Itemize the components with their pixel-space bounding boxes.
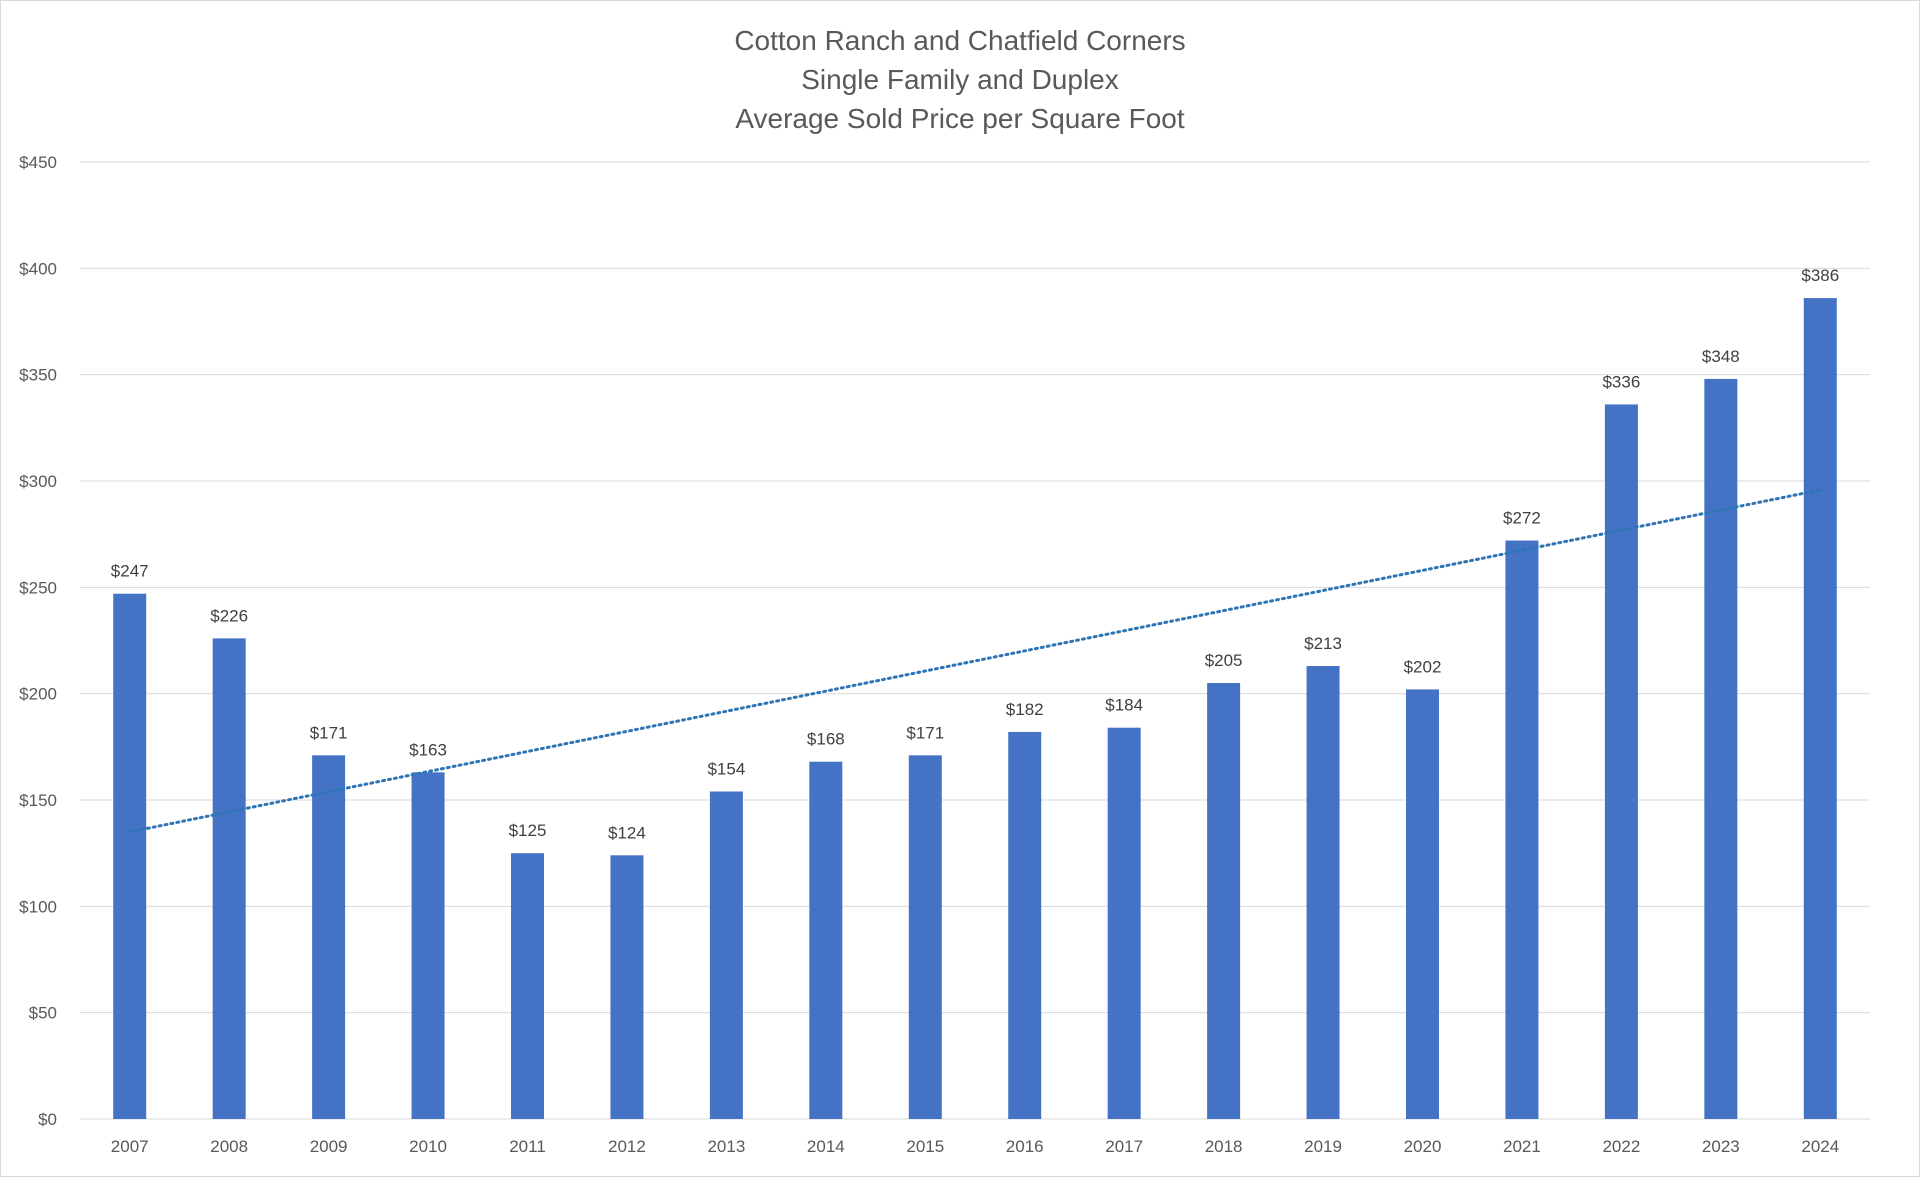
- bar: [411, 772, 445, 1119]
- chart-title-line-2: Single Family and Duplex: [801, 64, 1119, 95]
- bars: [113, 298, 1837, 1119]
- x-tick-label: 2009: [310, 1137, 348, 1156]
- x-tick-label: 2007: [111, 1137, 149, 1156]
- data-label: $213: [1304, 634, 1342, 653]
- y-tick-label: $350: [19, 366, 57, 385]
- y-tick-label: $50: [29, 1004, 57, 1023]
- x-tick-label: 2012: [608, 1137, 646, 1156]
- x-tick-label: 2013: [707, 1137, 745, 1156]
- bar: [1803, 298, 1837, 1119]
- bar: [1604, 404, 1638, 1119]
- x-tick-label: 2022: [1602, 1137, 1640, 1156]
- bar: [312, 755, 346, 1119]
- x-tick-label: 2014: [807, 1137, 845, 1156]
- chart-title-line-1: Cotton Ranch and Chatfield Corners: [734, 25, 1186, 56]
- trendline-line: [128, 488, 1822, 834]
- chart-title: Cotton Ranch and Chatfield Corners Singl…: [1, 21, 1919, 138]
- data-label: $226: [210, 606, 248, 625]
- bar: [1505, 540, 1539, 1119]
- x-tick-label: 2016: [1006, 1137, 1044, 1156]
- data-label: $336: [1602, 372, 1640, 391]
- gridlines: [80, 161, 1870, 1120]
- data-labels: $247 $226 $171 $163 $125 $124 $154 $168 $171 $182…: [111, 266, 1839, 842]
- data-label: $163: [409, 740, 447, 759]
- data-label: $171: [310, 723, 348, 742]
- y-tick-label: $450: [19, 153, 57, 172]
- data-label: $125: [509, 821, 547, 840]
- bar: [1704, 378, 1738, 1119]
- x-tick-label: 2020: [1404, 1137, 1442, 1156]
- data-label: $386: [1801, 266, 1839, 285]
- x-tick-label: 2015: [906, 1137, 944, 1156]
- data-label: $184: [1105, 696, 1143, 715]
- x-tick-label: 2011: [509, 1137, 546, 1156]
- y-axis-tick-labels: $0 $50 $100 $150 $200 $250 $300 $350 $400 $450: [19, 153, 57, 1129]
- y-tick-label: $0: [38, 1110, 57, 1129]
- x-tick-label: 2019: [1304, 1137, 1342, 1156]
- chart-title-line-3: Average Sold Price per Square Foot: [735, 103, 1185, 134]
- y-tick-label: $100: [19, 897, 57, 916]
- x-tick-label: 2021: [1503, 1137, 1541, 1156]
- trendline: [128, 488, 1822, 834]
- data-label: $154: [707, 759, 745, 778]
- data-label: $124: [608, 823, 646, 842]
- bar: [1207, 683, 1241, 1119]
- data-label: $171: [906, 723, 944, 742]
- data-label: $247: [111, 562, 149, 581]
- data-label: $202: [1404, 657, 1442, 676]
- x-tick-label: 2017: [1105, 1137, 1143, 1156]
- x-tick-label: 2024: [1801, 1137, 1839, 1156]
- data-label: $205: [1205, 651, 1243, 670]
- x-axis-tick-labels: 2007 2008 2009 2010 2011 2012 2013 2014 2015 2016…: [111, 1137, 1839, 1156]
- data-label: $348: [1702, 347, 1740, 366]
- bar: [113, 593, 147, 1119]
- bar: [1008, 731, 1042, 1119]
- x-tick-label: 2010: [409, 1137, 447, 1156]
- x-tick-label: 2023: [1702, 1137, 1740, 1156]
- x-tick-label: 2008: [210, 1137, 248, 1156]
- data-label: $182: [1006, 700, 1044, 719]
- y-tick-label: $250: [19, 578, 57, 597]
- bar: [908, 755, 942, 1119]
- bar: [1107, 727, 1141, 1119]
- data-label: $168: [807, 730, 845, 749]
- bar: [511, 853, 544, 1119]
- bar: [610, 855, 644, 1119]
- bar: [709, 791, 743, 1119]
- y-tick-label: $200: [19, 685, 57, 704]
- y-tick-label: $400: [19, 259, 57, 278]
- x-tick-label: 2018: [1205, 1137, 1243, 1156]
- y-tick-label: $300: [19, 472, 57, 491]
- bar: [809, 761, 843, 1119]
- bar: [1406, 689, 1439, 1119]
- data-label: $272: [1503, 509, 1541, 528]
- bar: [1306, 666, 1340, 1119]
- y-tick-label: $150: [19, 791, 57, 810]
- bar: [212, 638, 246, 1119]
